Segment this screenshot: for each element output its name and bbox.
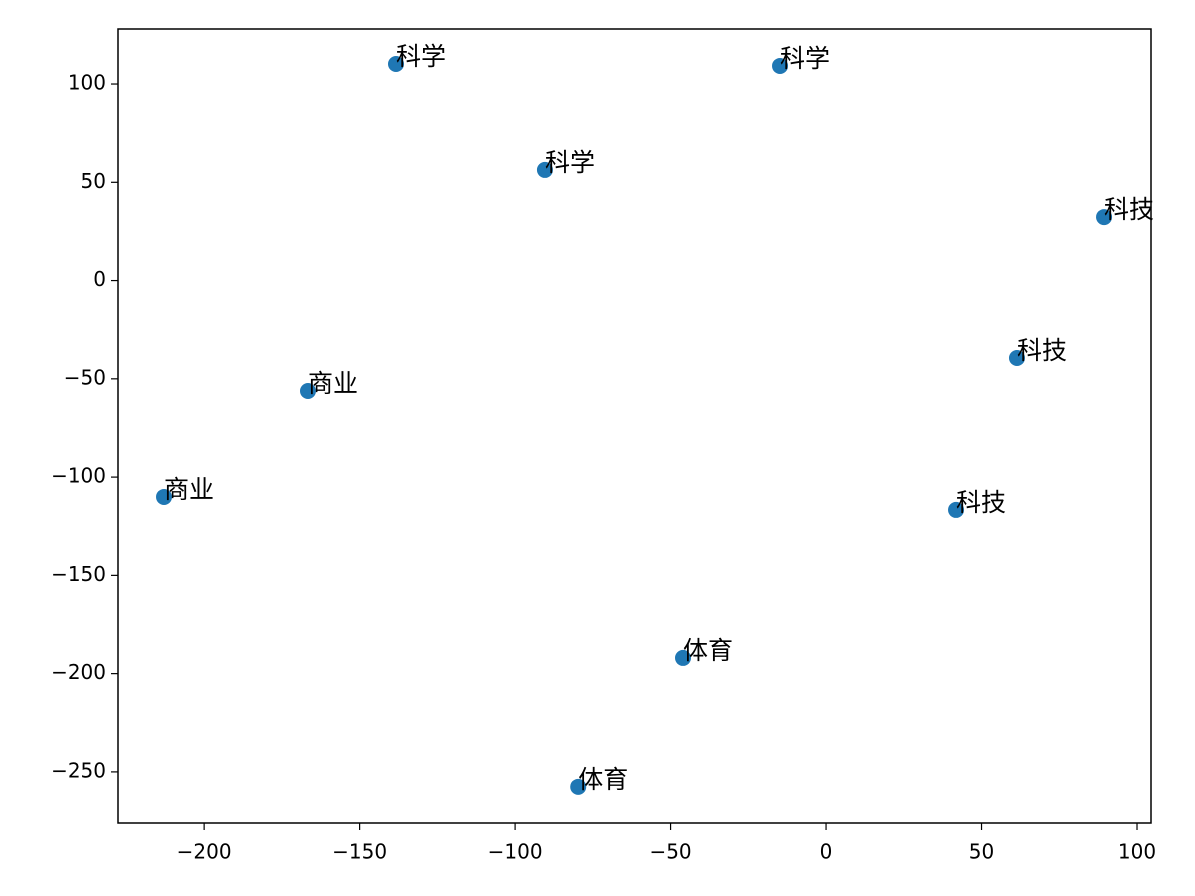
y-tick-label: 50 xyxy=(81,169,106,193)
point-label: 科技 xyxy=(1017,336,1067,365)
point xyxy=(948,501,965,518)
y-tick-label: −200 xyxy=(51,660,106,684)
x-tick-label: 100 xyxy=(1118,840,1156,864)
y-tick-label: 100 xyxy=(68,71,106,95)
point-label: 科学 xyxy=(545,148,595,177)
y-tick-label: −150 xyxy=(51,562,106,586)
y-tick-label: −100 xyxy=(51,464,106,488)
point xyxy=(772,57,789,74)
point xyxy=(536,161,553,178)
y-tick-label: −250 xyxy=(51,758,106,782)
point xyxy=(387,55,404,72)
point xyxy=(570,778,587,795)
x-tick-label: −50 xyxy=(649,840,691,864)
point xyxy=(299,383,316,400)
point-label: 科技 xyxy=(1104,195,1154,224)
point xyxy=(675,649,692,666)
point-label: 商业 xyxy=(308,369,358,398)
point-label: 科技 xyxy=(956,488,1006,517)
y-tick-label: −50 xyxy=(64,365,106,389)
point xyxy=(1008,349,1025,366)
x-tick-label: 0 xyxy=(820,840,833,864)
x-tick-label: −200 xyxy=(177,840,232,864)
x-tick-label: −150 xyxy=(332,840,387,864)
point xyxy=(156,488,173,505)
point-label: 体育 xyxy=(578,765,628,794)
point xyxy=(1096,209,1113,226)
y-tick-label: 0 xyxy=(93,267,106,291)
point-label: 科学 xyxy=(396,42,446,71)
point-label: 科学 xyxy=(780,44,830,73)
x-tick-label: 50 xyxy=(969,840,994,864)
point-label: 商业 xyxy=(164,475,214,504)
point-label: 体育 xyxy=(683,636,733,665)
x-tick-label: −100 xyxy=(488,840,543,864)
axes-frame xyxy=(117,28,1152,824)
